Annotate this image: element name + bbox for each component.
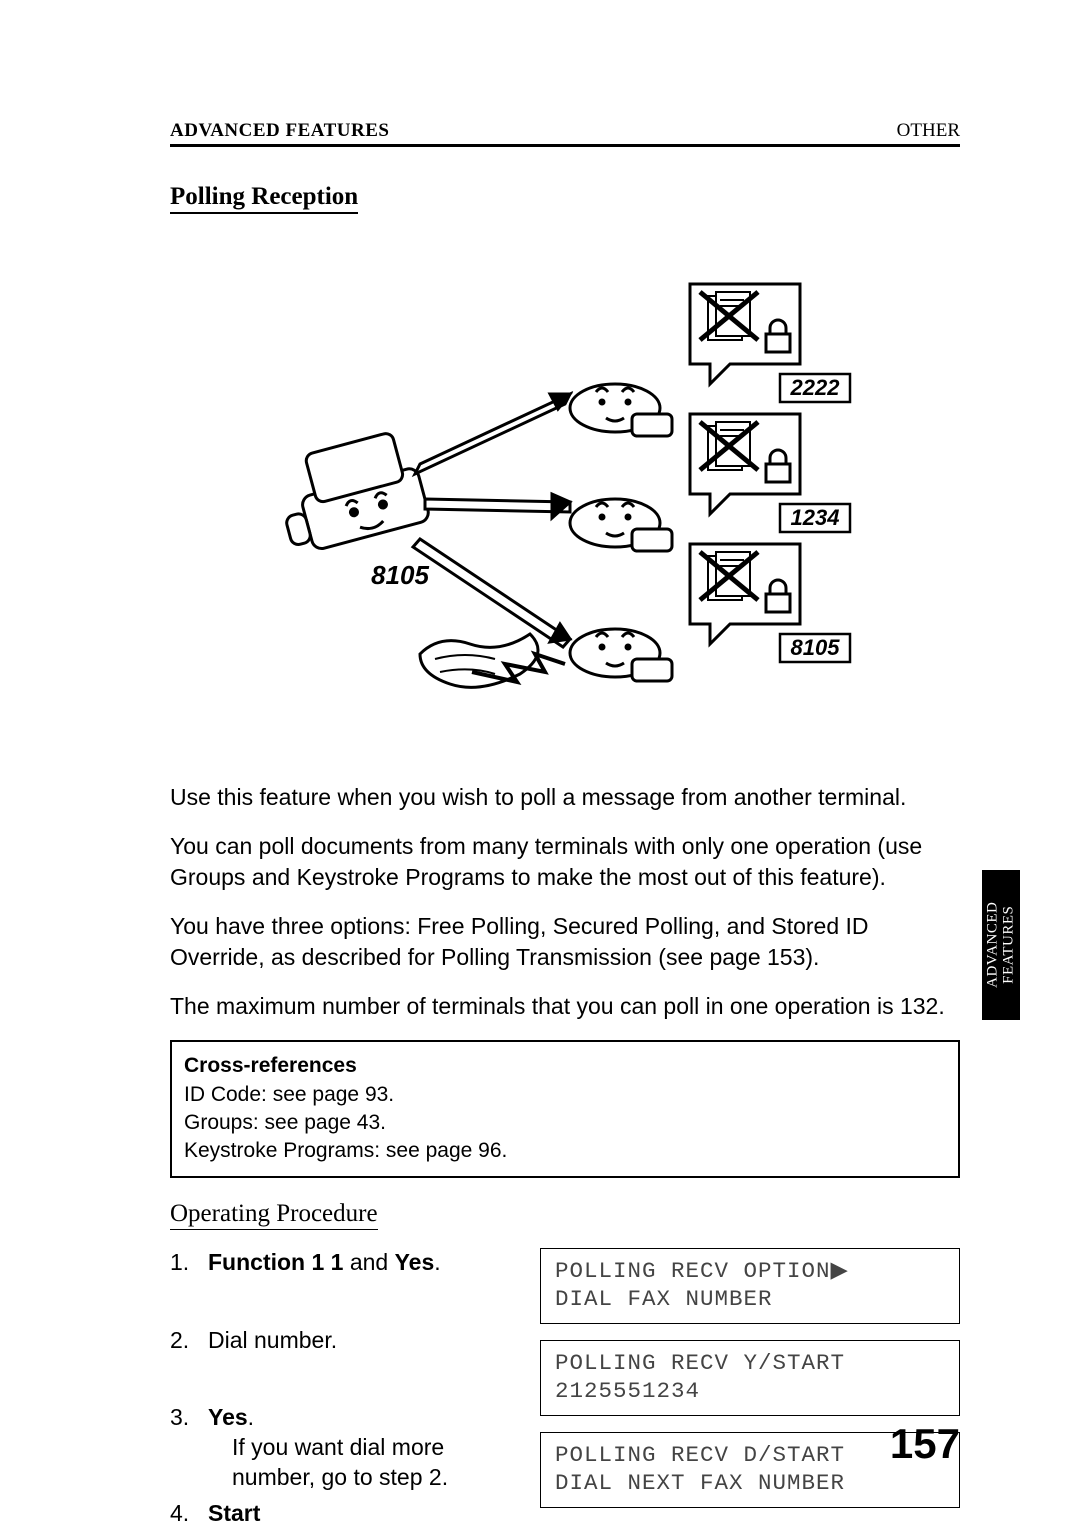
svg-text:8105: 8105 xyxy=(791,635,841,660)
step-number: 4. xyxy=(170,1499,189,1529)
main-id-label: 8105 xyxy=(371,560,429,590)
page-number: 157 xyxy=(890,1420,960,1468)
procedure-displays: POLLING RECV OPTION▶ DIAL FAX NUMBER POL… xyxy=(540,1248,960,1529)
side-tab-label: ADVANCED FEATURES xyxy=(985,902,1017,988)
crossref-title: Cross-references xyxy=(184,1052,946,1080)
lcd-display: POLLING RECV Y/START 2125551234 xyxy=(540,1340,960,1416)
operating-procedure-heading: Operating Procedure xyxy=(170,1200,378,1230)
step-number: 2. xyxy=(170,1326,189,1356)
step-number: 3. xyxy=(170,1403,189,1433)
step-number: 1. xyxy=(170,1248,189,1278)
paragraph: You can poll documents from many termina… xyxy=(170,831,960,893)
step-text: Yes. xyxy=(208,1404,254,1430)
step-subtext: If you want dial more number, go to step… xyxy=(208,1433,520,1493)
paragraph: Use this feature when you wish to poll a… xyxy=(170,782,960,813)
svg-text:2222: 2222 xyxy=(790,375,841,400)
body-text: Use this feature when you wish to poll a… xyxy=(170,782,960,1022)
step-text: Dial number. xyxy=(208,1327,337,1353)
step: 2. Dial number. xyxy=(170,1326,520,1356)
paragraph: The maximum number of terminals that you… xyxy=(170,991,960,1022)
header-left: ADVANCED FEATURES xyxy=(170,120,389,142)
header-right: OTHER xyxy=(897,120,960,142)
side-tab: ADVANCED FEATURES xyxy=(982,870,1020,1020)
procedure-steps: 1. Function 1 1 and Yes. 2. Dial number.… xyxy=(170,1248,520,1529)
step: 1. Function 1 1 and Yes. xyxy=(170,1248,520,1278)
svg-text:1234: 1234 xyxy=(791,505,840,530)
page: ADVANCED FEATURES OTHER Polling Receptio… xyxy=(0,0,1080,1528)
paragraph: You have three options: Free Polling, Se… xyxy=(170,911,960,973)
lcd-display: POLLING RECV OPTION▶ DIAL FAX NUMBER xyxy=(540,1248,960,1324)
section-title: Polling Reception xyxy=(170,183,358,214)
step: 3. Yes. If you want dial more number, go… xyxy=(170,1403,520,1493)
page-header: ADVANCED FEATURES OTHER xyxy=(170,120,960,147)
crossref-line: Groups: see page 43. xyxy=(184,1109,946,1137)
crossref-box: Cross-references ID Code: see page 93. G… xyxy=(170,1040,960,1177)
procedure-area: 1. Function 1 1 and Yes. 2. Dial number.… xyxy=(170,1248,960,1529)
crossref-line: ID Code: see page 93. xyxy=(184,1081,946,1109)
step-text: Function 1 1 and Yes. xyxy=(208,1249,441,1275)
step-text: Start xyxy=(208,1500,260,1526)
crossref-line: Keystroke Programs: see page 96. xyxy=(184,1137,946,1165)
polling-illustration: 8105 xyxy=(170,244,960,764)
step: 4. Start xyxy=(170,1499,520,1529)
